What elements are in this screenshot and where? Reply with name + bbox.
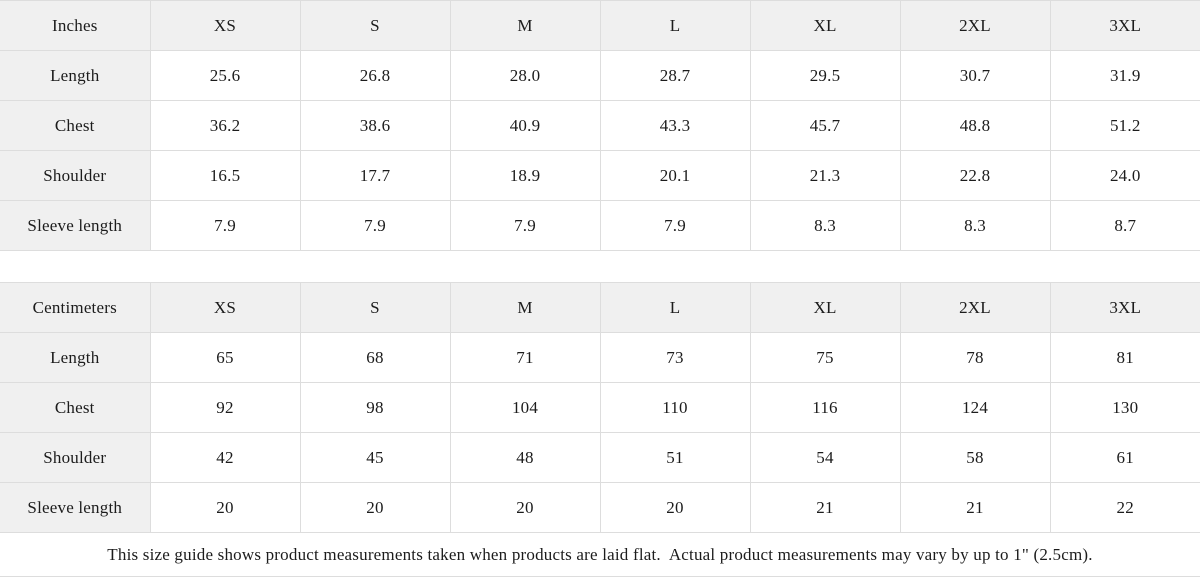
measurement-label: Shoulder: [0, 432, 151, 483]
measurement-value: 110: [599, 382, 751, 433]
size-header-row: Centimeters XS S M L XL 2XL 3XL: [0, 282, 1200, 333]
measurement-value: 54: [749, 432, 901, 483]
measurement-value: 25.6: [149, 50, 301, 101]
size-column-header: 3XL: [1049, 282, 1200, 333]
measurement-value: 75: [749, 332, 901, 383]
measurement-row: Chest 36.2 38.6 40.9 43.3 45.7 48.8 51.2: [0, 100, 1200, 151]
measurement-value: 51: [599, 432, 751, 483]
measurement-value: 22.8: [899, 150, 1051, 201]
measurement-value: 7.9: [449, 200, 601, 251]
measurement-value: 61: [1049, 432, 1200, 483]
unit-label: Inches: [0, 0, 151, 51]
measurement-value: 78: [899, 332, 1051, 383]
measurement-row: Length 25.6 26.8 28.0 28.7 29.5 30.7 31.9: [0, 50, 1200, 101]
measurement-value: 65: [149, 332, 301, 383]
measurement-value: 73: [599, 332, 751, 383]
measurement-value: 48.8: [899, 100, 1051, 151]
measurement-row: Sleeve length 20 20 20 20 21 21 22: [0, 482, 1200, 533]
size-table-centimeters: Centimeters XS S M L XL 2XL 3XL Length 65 68 71 73 75…: [0, 282, 1200, 533]
measurement-value: 130: [1049, 382, 1200, 433]
measurement-value: 71: [449, 332, 601, 383]
measurement-label: Length: [0, 50, 151, 101]
measurement-value: 42: [149, 432, 301, 483]
size-column-header: XS: [149, 0, 301, 51]
measurement-value: 48: [449, 432, 601, 483]
size-header-row: Inches XS S M L XL 2XL 3XL: [0, 0, 1200, 51]
size-column-header: L: [599, 0, 751, 51]
unit-label: Centimeters: [0, 282, 151, 333]
table-spacer: [0, 251, 1200, 282]
measurement-value: 38.6: [299, 100, 451, 151]
size-column-header: L: [599, 282, 751, 333]
measurement-value: 45: [299, 432, 451, 483]
measurement-value: 40.9: [449, 100, 601, 151]
measurement-label: Sleeve length: [0, 482, 151, 533]
measurement-value: 26.8: [299, 50, 451, 101]
measurement-value: 20.1: [599, 150, 751, 201]
size-column-header: XL: [749, 0, 901, 51]
measurement-value: 28.7: [599, 50, 751, 101]
measurement-value: 29.5: [749, 50, 901, 101]
measurement-label: Sleeve length: [0, 200, 151, 251]
measurement-value: 21: [749, 482, 901, 533]
measurement-value: 17.7: [299, 150, 451, 201]
size-column-header: 2XL: [899, 0, 1051, 51]
size-column-header: XL: [749, 282, 901, 333]
measurement-value: 20: [599, 482, 751, 533]
measurement-value: 20: [449, 482, 601, 533]
measurement-value: 8.3: [899, 200, 1051, 251]
measurement-row: Shoulder 16.5 17.7 18.9 20.1 21.3 22.8 24.0: [0, 150, 1200, 201]
measurement-row: Chest 92 98 104 110 116 124 130: [0, 382, 1200, 433]
measurement-value: 18.9: [449, 150, 601, 201]
measurement-value: 20: [149, 482, 301, 533]
size-column-header: 3XL: [1049, 0, 1200, 51]
measurement-value: 58: [899, 432, 1051, 483]
measurement-value: 104: [449, 382, 601, 433]
measurement-label: Length: [0, 332, 151, 383]
measurement-label: Chest: [0, 382, 151, 433]
measurement-value: 45.7: [749, 100, 901, 151]
size-guide-note: This size guide shows product measuremen…: [0, 533, 1200, 577]
measurement-row: Sleeve length 7.9 7.9 7.9 7.9 8.3 8.3 8.7: [0, 200, 1200, 251]
measurement-value: 68: [299, 332, 451, 383]
measurement-label: Chest: [0, 100, 151, 151]
measurement-value: 98: [299, 382, 451, 433]
measurement-value: 124: [899, 382, 1051, 433]
measurement-value: 7.9: [599, 200, 751, 251]
measurement-value: 43.3: [599, 100, 751, 151]
measurement-value: 92: [149, 382, 301, 433]
measurement-value: 30.7: [899, 50, 1051, 101]
size-column-header: S: [299, 0, 451, 51]
measurement-value: 24.0: [1049, 150, 1200, 201]
measurement-value: 116: [749, 382, 901, 433]
size-column-header: XS: [149, 282, 301, 333]
measurement-value: 16.5: [149, 150, 301, 201]
measurement-value: 7.9: [149, 200, 301, 251]
size-column-header: M: [449, 0, 601, 51]
measurement-value: 28.0: [449, 50, 601, 101]
measurement-value: 20: [299, 482, 451, 533]
size-column-header: S: [299, 282, 451, 333]
measurement-value: 8.3: [749, 200, 901, 251]
measurement-value: 21: [899, 482, 1051, 533]
measurement-value: 36.2: [149, 100, 301, 151]
measurement-row: Shoulder 42 45 48 51 54 58 61: [0, 432, 1200, 483]
measurement-value: 51.2: [1049, 100, 1200, 151]
measurement-value: 31.9: [1049, 50, 1200, 101]
size-column-header: 2XL: [899, 282, 1051, 333]
measurement-value: 21.3: [749, 150, 901, 201]
measurement-value: 8.7: [1049, 200, 1200, 251]
measurement-value: 22: [1049, 482, 1200, 533]
measurement-value: 7.9: [299, 200, 451, 251]
size-column-header: M: [449, 282, 601, 333]
size-table-inches: Inches XS S M L XL 2XL 3XL Length 25.6 26.8 28.0 28.…: [0, 0, 1200, 251]
measurement-row: Length 65 68 71 73 75 78 81: [0, 332, 1200, 383]
measurement-label: Shoulder: [0, 150, 151, 201]
measurement-value: 81: [1049, 332, 1200, 383]
